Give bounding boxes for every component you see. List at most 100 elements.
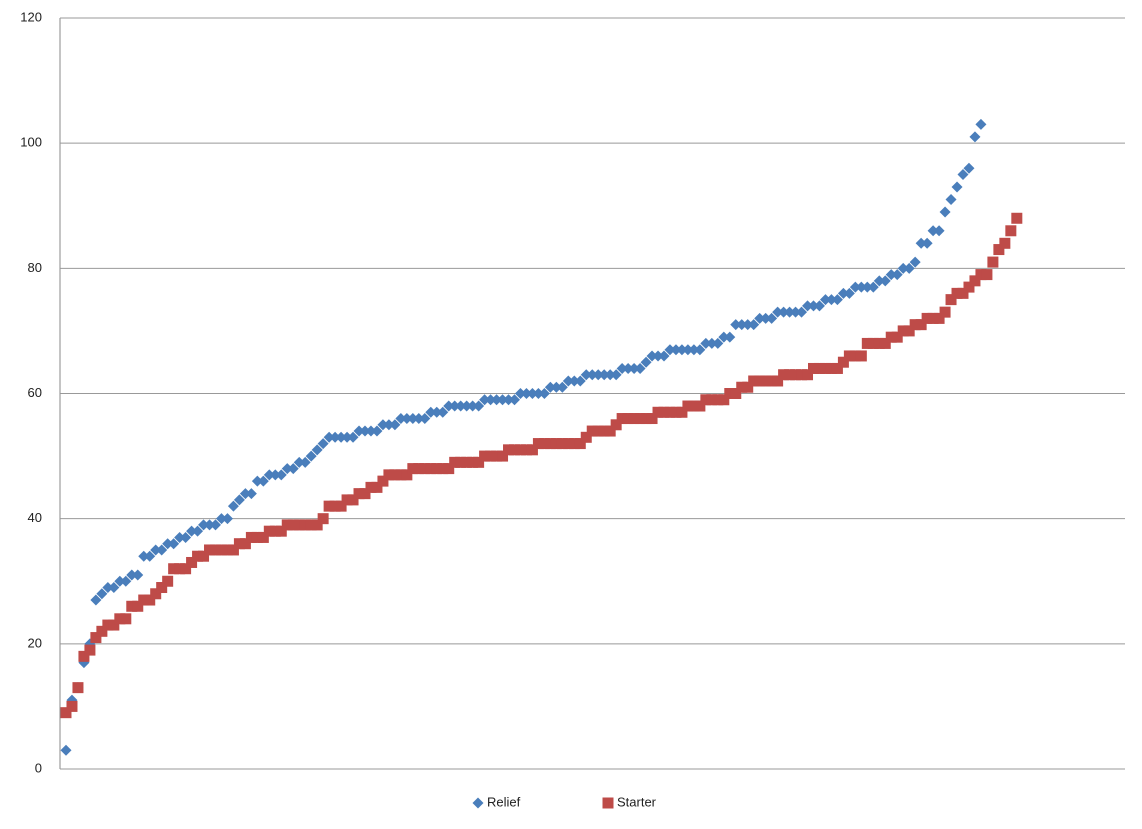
- point: [96, 625, 108, 637]
- point: [592, 369, 604, 381]
- point: [538, 388, 550, 399]
- point: [598, 369, 610, 381]
- point: [138, 594, 150, 606]
- point: [215, 513, 227, 525]
- point: [66, 700, 78, 712]
- point: [778, 369, 790, 381]
- point: [174, 563, 186, 575]
- point: [520, 388, 532, 399]
- point: [1005, 225, 1017, 237]
- point: [808, 300, 819, 312]
- point: [473, 400, 485, 412]
- point: [514, 388, 526, 399]
- point: [156, 544, 168, 556]
- point: [467, 400, 479, 412]
- point: [497, 450, 509, 462]
- point: [658, 350, 670, 362]
- point: [837, 287, 849, 299]
- point: [395, 469, 407, 481]
- point: [778, 306, 790, 318]
- point: [311, 444, 323, 456]
- point: [198, 550, 210, 562]
- point: [598, 425, 610, 437]
- point: [467, 456, 479, 468]
- point: [359, 488, 371, 500]
- legend-marker: [472, 797, 484, 809]
- point: [796, 369, 808, 381]
- point: [443, 463, 455, 475]
- point: [790, 306, 802, 318]
- point: [407, 413, 419, 425]
- point: [664, 406, 676, 418]
- point: [102, 582, 114, 594]
- point: [658, 406, 670, 418]
- point: [742, 319, 754, 331]
- point: [114, 575, 126, 587]
- point: [700, 337, 712, 349]
- point: [927, 312, 939, 324]
- point: [981, 269, 993, 281]
- point: [144, 550, 156, 562]
- point: [323, 500, 335, 512]
- point: [287, 463, 299, 475]
- point: [544, 381, 556, 393]
- point: [532, 388, 544, 399]
- point: [760, 375, 772, 387]
- point: [813, 300, 825, 312]
- point: [724, 388, 736, 399]
- point: [413, 413, 425, 425]
- point: [999, 237, 1011, 249]
- point: [712, 337, 724, 349]
- point: [873, 337, 885, 349]
- point: [766, 375, 778, 387]
- point: [855, 350, 867, 362]
- y-tick-label: 0: [35, 760, 42, 775]
- point: [616, 362, 628, 374]
- point: [718, 394, 730, 406]
- point: [903, 262, 915, 274]
- point: [311, 519, 323, 531]
- point: [945, 193, 957, 205]
- point: [359, 425, 371, 437]
- point: [993, 244, 1005, 256]
- point: [150, 588, 162, 600]
- point: [479, 394, 491, 406]
- point: [251, 475, 263, 487]
- point: [221, 544, 233, 556]
- point: [736, 319, 748, 331]
- point: [485, 450, 497, 462]
- point: [831, 362, 843, 374]
- point: [849, 281, 861, 293]
- point: [562, 438, 574, 450]
- point: [754, 375, 766, 387]
- point: [700, 394, 712, 406]
- point: [245, 488, 257, 500]
- point: [114, 613, 126, 625]
- point: [293, 519, 305, 531]
- point: [180, 563, 192, 575]
- point: [323, 431, 335, 443]
- point: [772, 306, 784, 318]
- point: [909, 256, 921, 268]
- point: [371, 481, 383, 493]
- point: [347, 431, 359, 443]
- point: [413, 463, 425, 475]
- legend-label: Relief: [487, 794, 521, 809]
- point: [90, 594, 102, 606]
- point: [628, 362, 640, 374]
- point: [580, 369, 592, 381]
- point: [491, 394, 503, 406]
- point: [694, 400, 706, 412]
- point: [443, 400, 455, 412]
- point: [132, 569, 144, 581]
- point: [72, 682, 84, 694]
- point: [652, 406, 664, 418]
- point: [281, 519, 293, 531]
- point: [168, 563, 180, 575]
- point: [849, 350, 861, 362]
- point: [509, 394, 520, 406]
- point: [640, 356, 652, 368]
- point: [126, 600, 138, 612]
- point: [550, 381, 562, 393]
